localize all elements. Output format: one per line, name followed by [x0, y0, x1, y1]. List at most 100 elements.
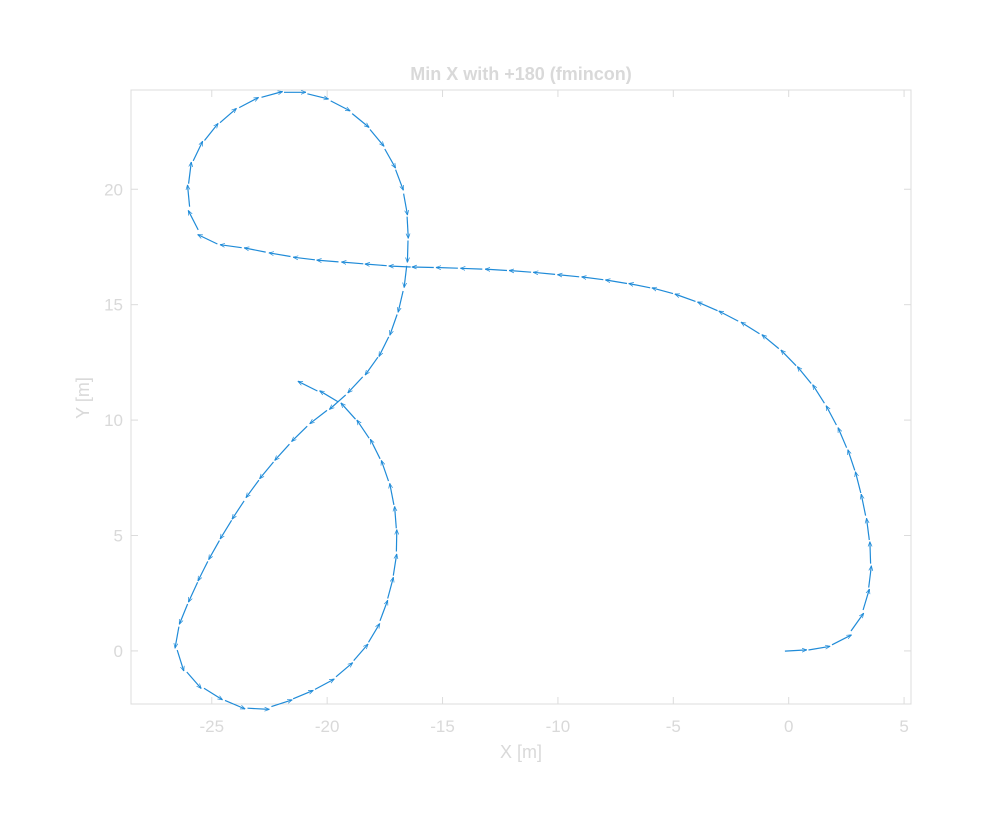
quiver-arrow — [741, 321, 760, 335]
quiver-arrow — [379, 600, 389, 622]
quiver-arrow — [353, 644, 368, 661]
quiver-arrow — [188, 162, 192, 184]
quiver-arrow — [271, 700, 292, 708]
quiver-arrow — [781, 350, 797, 367]
quiver-arrow — [392, 554, 396, 576]
quiver-arrow — [292, 425, 308, 441]
quiver-arrow — [197, 561, 209, 581]
x-tick-label: -15 — [430, 717, 455, 736]
x-axis-label: X [m] — [500, 742, 542, 762]
quiver-arrow — [870, 542, 871, 564]
quiver-arrow — [378, 336, 390, 357]
quiver-arrow — [825, 406, 837, 426]
quiver-arrow — [557, 275, 580, 277]
x-tick-label: 5 — [899, 717, 908, 736]
x-tick-label: -20 — [315, 717, 340, 736]
chart-title: Min X with +180 (fmincon) — [410, 64, 632, 84]
y-tick-label: 10 — [104, 411, 123, 430]
quiver-arrow — [855, 472, 862, 494]
quiver-arrow — [797, 367, 812, 384]
quiver-arrow — [320, 390, 339, 403]
quiver-arrow — [293, 257, 315, 261]
quiver-arrow — [219, 519, 233, 539]
quiver-arrow — [203, 687, 223, 701]
quiver-arrow — [848, 450, 856, 471]
quiver-arrow — [808, 646, 831, 651]
quiver-arrow — [187, 582, 199, 602]
quiver-arrow — [719, 310, 739, 322]
quiver-arrow — [762, 335, 780, 350]
quiver-arrow — [390, 314, 398, 336]
quiver-arrow — [837, 428, 848, 448]
quiver-arrow — [188, 185, 190, 207]
quiver-arrow — [208, 540, 220, 560]
quiver-arrow — [187, 210, 199, 231]
quiver-arrow — [403, 193, 408, 216]
quiver-arrow — [395, 169, 404, 191]
quiver-arrow — [314, 678, 334, 690]
quiver-arrow — [407, 216, 408, 239]
quiver-arrow — [381, 460, 390, 482]
quiver-arrow — [369, 439, 381, 460]
quiver-arrow — [398, 290, 404, 312]
quiver-arrow — [232, 500, 245, 519]
x-tick-label: -5 — [666, 717, 681, 736]
quiver-arrow — [387, 577, 394, 599]
quiver-arrow — [697, 301, 718, 312]
quiver-arrow — [335, 663, 353, 678]
plot-area — [130, 89, 912, 705]
quiver-arrow — [384, 148, 397, 168]
x-tick-label: -25 — [199, 717, 224, 736]
quiver-arrow — [246, 479, 260, 498]
quiver-arrow — [178, 603, 189, 624]
quiver-arrow — [219, 108, 237, 124]
y-tick-label: 0 — [114, 642, 123, 661]
y-axis-ticks: 0 5 10 15 20 — [104, 180, 911, 661]
quiver-arrow — [407, 240, 408, 263]
quiver-arrow — [652, 288, 674, 295]
x-tick-label: 0 — [784, 717, 793, 736]
quiver-arrow — [509, 271, 532, 273]
quiver-arrow — [238, 96, 259, 109]
quiver-arrow — [390, 483, 395, 506]
quiver-arrow — [317, 260, 339, 262]
quiver-arrow — [176, 649, 184, 671]
quiver-arrow — [784, 650, 807, 651]
quiver-arrow — [629, 284, 651, 289]
quiver-arrow — [329, 394, 347, 410]
quiver-arrow — [436, 268, 458, 269]
quiver-arrow — [261, 92, 283, 98]
quiver-arrow — [861, 494, 867, 516]
quiver-arrow — [192, 141, 204, 162]
quiver-arrow — [244, 248, 266, 253]
quiver-arrow — [341, 262, 364, 264]
quiver-arrow — [867, 518, 870, 541]
quiver-arrow — [367, 623, 381, 643]
quiver-arrow — [812, 385, 825, 404]
quiver-arrow — [675, 293, 696, 302]
quiver-arrow — [247, 708, 270, 709]
quiver-arrow — [369, 129, 384, 147]
quiver-arrow — [260, 461, 274, 479]
x-tick-label: -10 — [546, 717, 571, 736]
quiver-arrow — [365, 356, 379, 375]
quiver-arrow — [533, 272, 556, 274]
x-axis-ticks: -25 -20 -15 -10 -5 0 5 — [199, 90, 909, 736]
y-tick-label: 20 — [104, 180, 123, 199]
quiver-arrow — [307, 93, 328, 99]
quiver-arrow — [348, 376, 364, 393]
quiver-arrow — [198, 233, 218, 245]
quiver-arrow — [605, 280, 628, 285]
quiver-arrow — [831, 634, 852, 646]
quiver-arrow — [341, 403, 356, 420]
quiver-arrow — [298, 380, 318, 392]
quiver-arrow — [330, 100, 351, 112]
quiver-arrow — [275, 443, 290, 460]
quiver-arrow — [485, 269, 508, 270]
quiver-arrow — [351, 113, 369, 128]
quiver-arrow — [357, 420, 370, 439]
quiver-arrow — [404, 265, 408, 288]
quiver-arrow — [269, 253, 291, 258]
quiver-arrow — [582, 277, 604, 281]
